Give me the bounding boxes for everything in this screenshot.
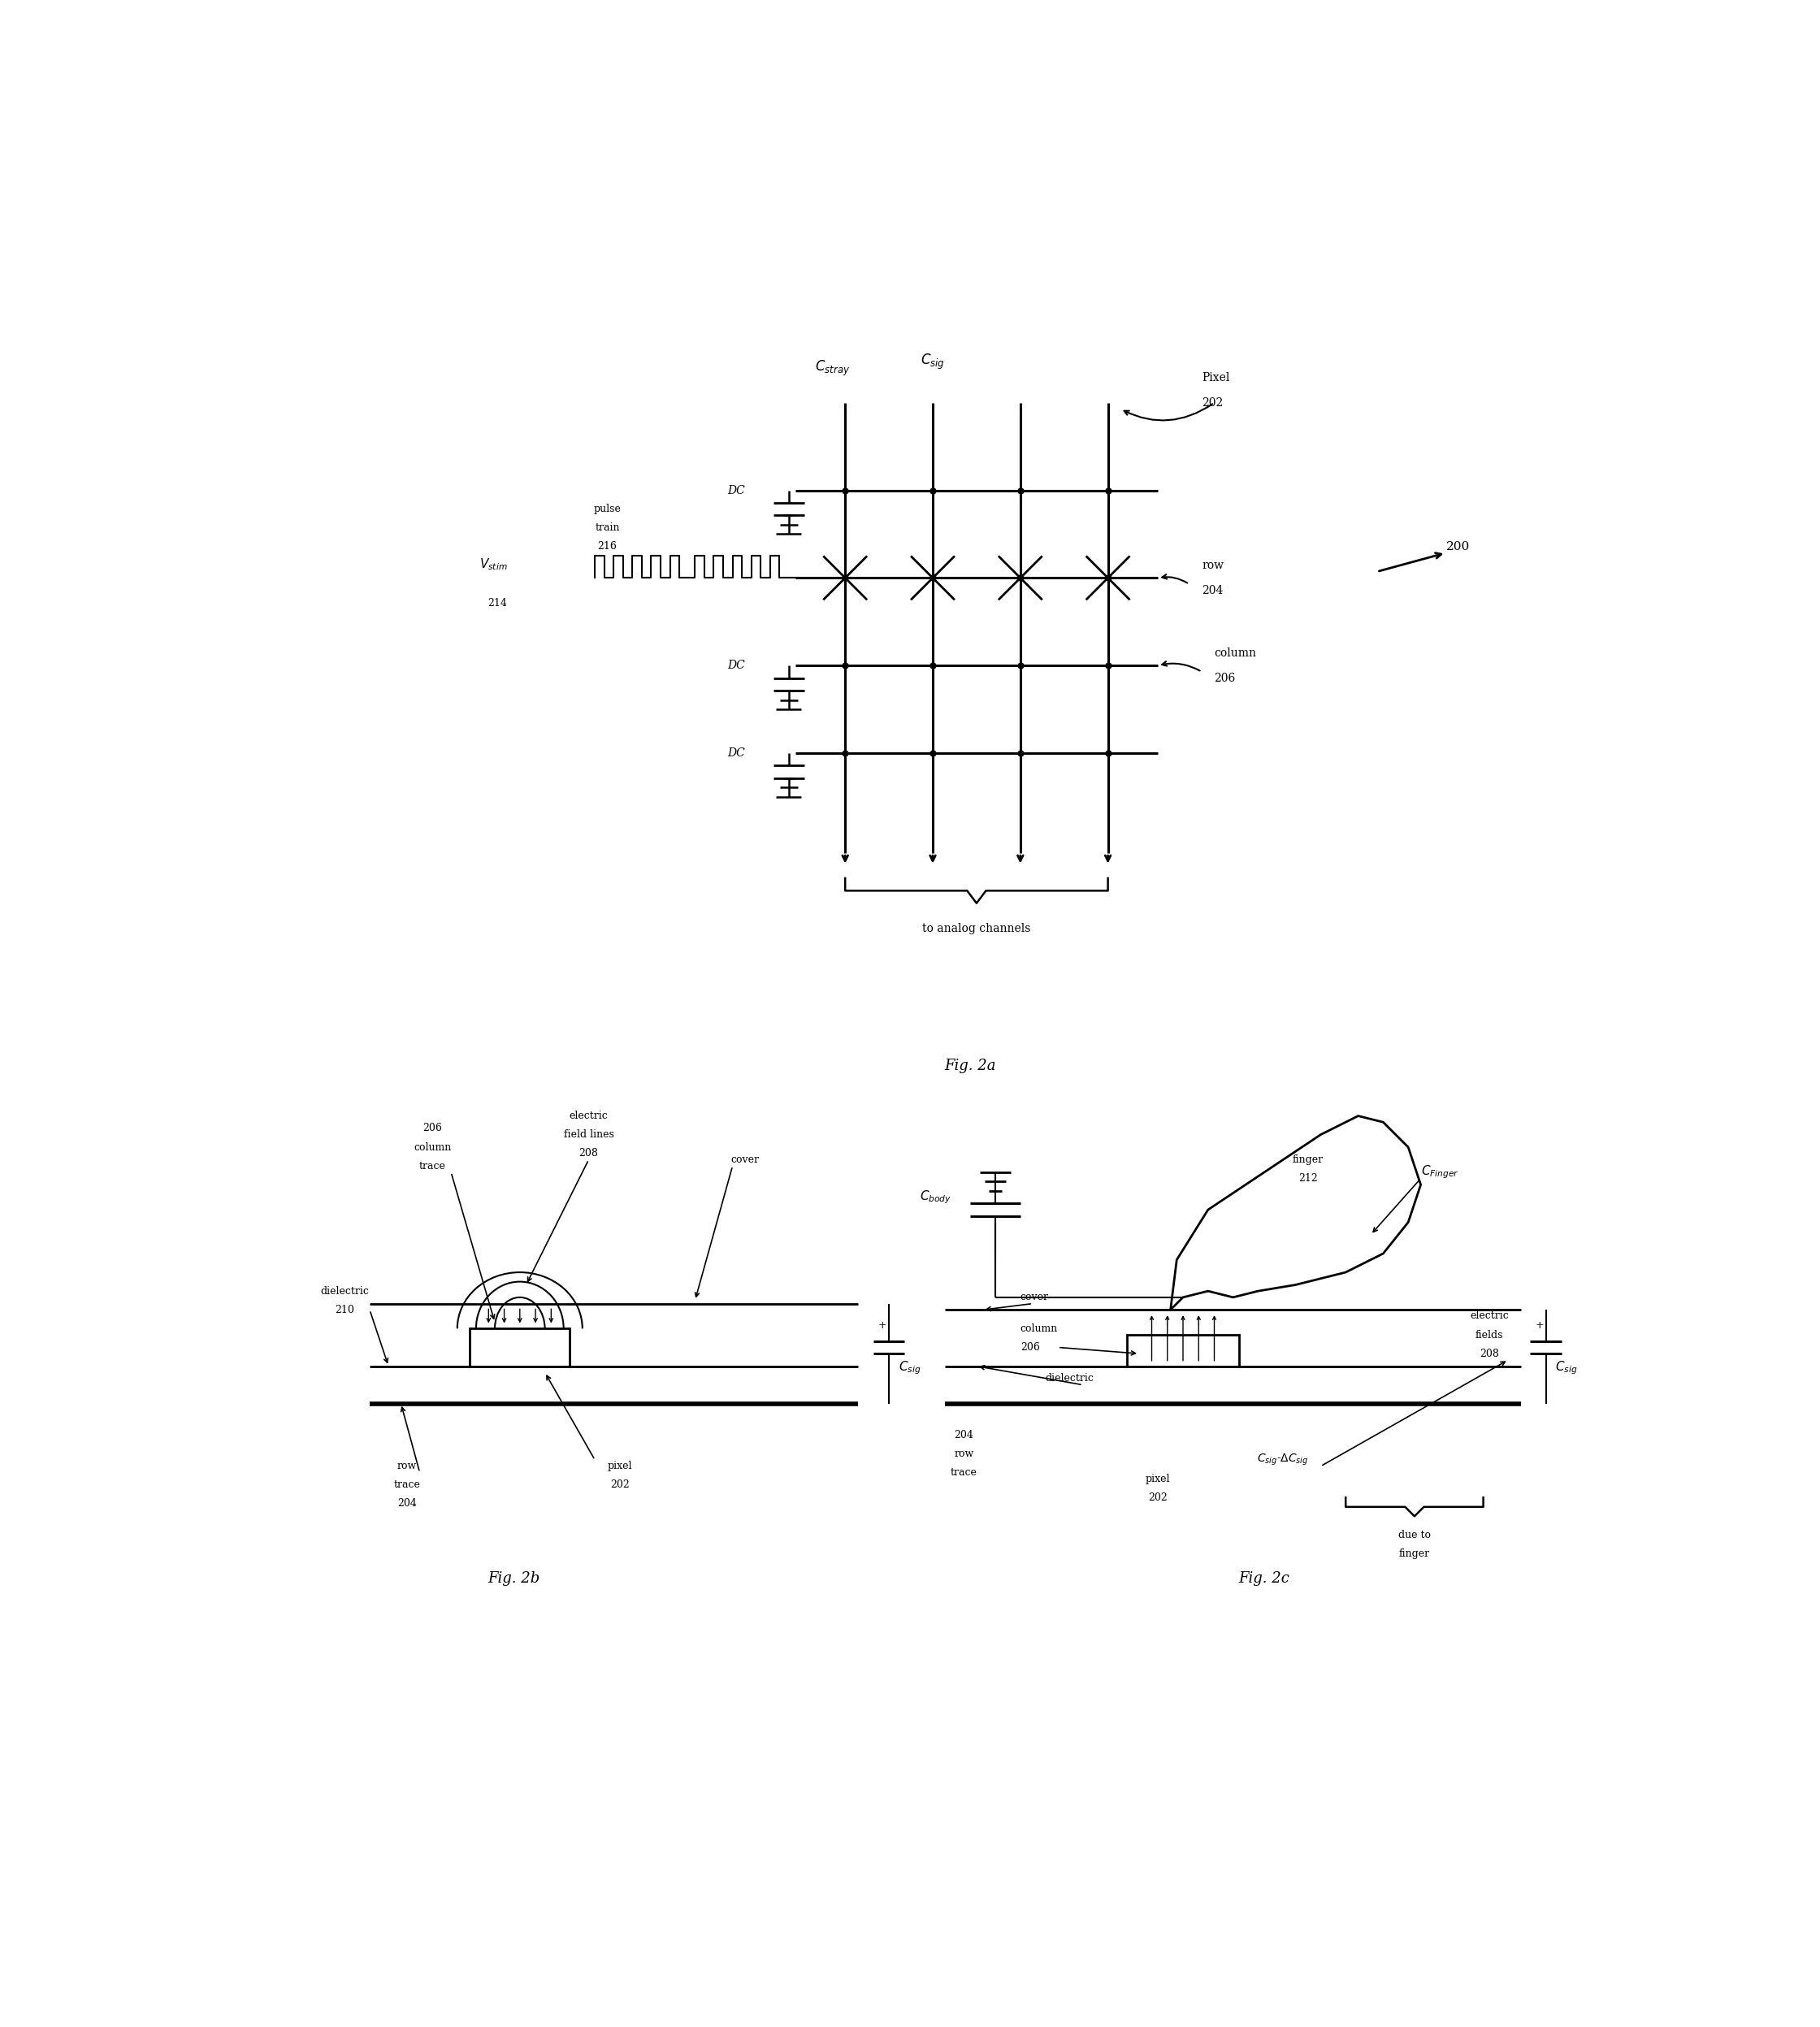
Text: dielectric: dielectric [320,1285,369,1297]
Text: 202: 202 [1201,397,1223,409]
Bar [1127,1336,1239,1366]
Text: Fig. 2b: Fig. 2b [488,1571,541,1587]
Text: field lines: field lines [564,1129,613,1139]
Text: 206: 206 [1021,1342,1039,1352]
Text: +: + [879,1320,886,1332]
Text: row: row [954,1449,974,1459]
Text: 204: 204 [954,1429,974,1441]
Text: column: column [413,1141,451,1153]
Text: dielectric: dielectric [1045,1374,1094,1384]
Text: 206: 206 [422,1123,442,1133]
Text: to analog channels: to analog channels [923,922,1030,934]
Text: $C_{sig}$-$\Delta C_{sig}$: $C_{sig}$-$\Delta C_{sig}$ [1258,1453,1309,1468]
Text: 208: 208 [1480,1348,1500,1358]
Text: $V_{stim}$: $V_{stim}$ [479,557,508,572]
Text: 216: 216 [597,541,617,551]
Text: due to: due to [1398,1530,1431,1541]
Text: $C_{Finger}$: $C_{Finger}$ [1421,1163,1460,1180]
Text: Fig. 2a: Fig. 2a [945,1058,996,1072]
Text: 210: 210 [335,1305,355,1316]
Text: 202: 202 [610,1480,630,1490]
Text: $C_{stray}$: $C_{stray}$ [815,359,850,377]
Text: DC: DC [728,484,744,497]
Text: 204: 204 [397,1498,417,1508]
Text: trace: trace [950,1468,977,1478]
Text: $C_{sig}$: $C_{sig}$ [899,1360,921,1376]
Text: train: train [595,523,621,533]
Text: DC: DC [728,661,744,671]
Text: $C_{body}$: $C_{body}$ [919,1190,952,1206]
Text: pixel: pixel [1145,1474,1170,1484]
Text: 206: 206 [1214,673,1236,683]
Text: trace: trace [419,1161,446,1172]
Text: 208: 208 [579,1147,599,1159]
Text: $C_{sig}$: $C_{sig}$ [921,353,945,371]
Text: 214: 214 [488,598,508,608]
Text: trace: trace [393,1480,420,1490]
Text: 204: 204 [1201,584,1223,596]
Text: column: column [1021,1324,1057,1334]
Text: Fig. 2c: Fig. 2c [1239,1571,1290,1587]
Text: fields: fields [1476,1330,1503,1340]
Text: column: column [1214,647,1256,659]
Text: DC: DC [728,748,744,758]
Text: row: row [397,1461,417,1472]
Bar [470,1328,570,1366]
Text: 202: 202 [1148,1492,1168,1502]
Text: finger: finger [1400,1549,1431,1559]
Text: finger: finger [1292,1155,1323,1166]
Text: +: + [1536,1320,1543,1332]
Text: pulse: pulse [593,505,621,515]
Text: 212: 212 [1298,1174,1318,1184]
Text: pixel: pixel [608,1461,632,1472]
Text: $C_{sig}$: $C_{sig}$ [1556,1360,1578,1376]
Text: electric: electric [1471,1311,1509,1322]
Text: row: row [1201,559,1223,572]
Text: cover: cover [1021,1291,1048,1303]
Text: cover: cover [732,1155,759,1166]
Text: 200: 200 [1447,541,1471,551]
Text: Pixel: Pixel [1201,373,1230,383]
Text: electric: electric [570,1111,608,1121]
